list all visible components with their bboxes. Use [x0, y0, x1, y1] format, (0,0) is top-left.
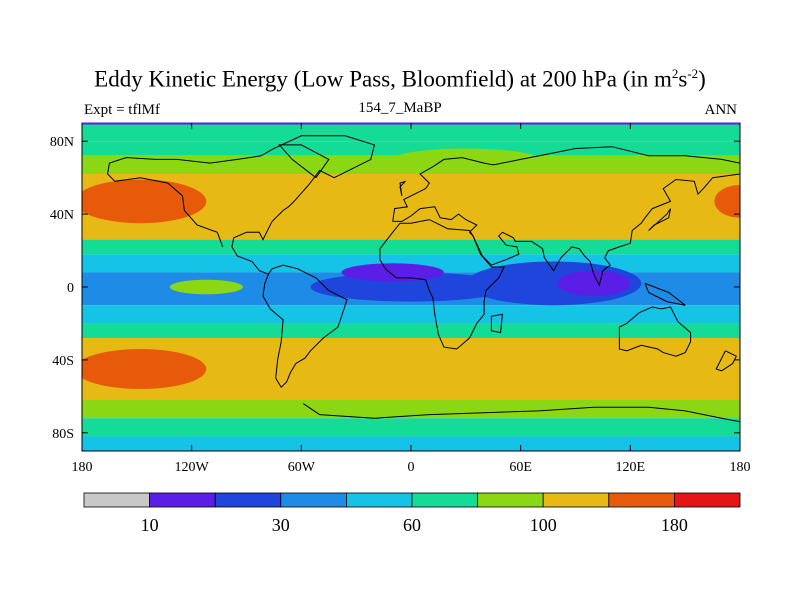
- coastline-2: [392, 146, 740, 222]
- coastline-0: [107, 135, 375, 275]
- contour-region-2: [82, 348, 207, 390]
- coastline-11: [399, 180, 406, 197]
- colorbar-swatch-4: [345, 492, 413, 508]
- colorbar: 10 30 60 100 180: [83, 492, 741, 535]
- contour-band-11: [82, 418, 740, 437]
- y-tick-label-4: 80S: [52, 427, 74, 442]
- colorbar-swatch-2: [214, 492, 282, 508]
- colorbar-swatch-1: [149, 492, 216, 508]
- contour-region-7: [169, 279, 243, 295]
- coastline-7: [715, 350, 737, 372]
- y-axis: 80N 40N 0 40S 80S: [50, 135, 740, 442]
- contour-band-10: [82, 399, 740, 419]
- contour-region-8: [392, 148, 539, 171]
- colorbar-label-1: 30: [272, 515, 290, 535]
- x-tick-label-4: 60E: [509, 460, 532, 475]
- coastline-6: [302, 403, 740, 423]
- x-tick-label-3: 0: [408, 460, 415, 475]
- contour-band-12: [82, 436, 740, 451]
- contour-field: [82, 123, 740, 451]
- colorbar-label-2: 60: [403, 515, 421, 535]
- x-tick-label-0: 180: [72, 460, 93, 475]
- colorbar-swatch-6: [477, 492, 544, 508]
- chart-title: Eddy Kinetic Energy (Low Pass, Bloomfiel…: [94, 66, 706, 92]
- y-tick-label-2: 0: [67, 281, 74, 296]
- contour-region-3: [310, 272, 512, 302]
- colorbar-label-4: 180: [661, 515, 688, 535]
- contour-band-4: [82, 239, 740, 255]
- contour-region-1: [714, 184, 740, 218]
- season-label: ANN: [704, 102, 738, 118]
- colorbar-swatch-9: [674, 492, 741, 508]
- coastline-12: [648, 208, 671, 231]
- case-label: 154_7_MaBP: [358, 100, 442, 116]
- coastline-4: [379, 219, 506, 350]
- x-tick-label-5: 120E: [616, 460, 646, 475]
- coastline-9: [490, 313, 503, 334]
- x-tick-label-1: 120W: [175, 460, 210, 475]
- contour-band-7: [82, 305, 740, 324]
- y-tick-label-0: 80N: [50, 135, 74, 150]
- colorbar-swatch-3: [280, 492, 347, 508]
- colorbar-label-3: 100: [530, 515, 557, 535]
- contour-region-6: [557, 270, 631, 297]
- colorbar-swatch-5: [411, 492, 478, 508]
- coastline-8: [644, 282, 686, 306]
- experiment-label: Expt = tflMf: [84, 102, 160, 118]
- contour-region-0: [82, 179, 207, 224]
- coastline-5: [618, 306, 692, 357]
- x-tick-label-6: 180: [730, 460, 751, 475]
- contour-region-4: [341, 263, 444, 282]
- colorbar-swatch-8: [608, 492, 675, 508]
- colorbar-label-0: 10: [141, 515, 159, 535]
- coastline-3: [392, 173, 740, 287]
- colorbar-swatch-0: [83, 492, 150, 508]
- x-tick-label-2: 60W: [288, 460, 316, 475]
- coastlines: [107, 135, 740, 423]
- contour-band-0: [82, 123, 740, 142]
- y-tick-label-1: 40N: [50, 208, 74, 223]
- y-tick-label-3: 40S: [52, 354, 74, 369]
- coastline-10: [278, 144, 330, 179]
- contour-band-8: [82, 323, 740, 339]
- x-axis: 180 120W 60W 0 60E 120E 180: [72, 123, 751, 475]
- contour-band-1: [82, 141, 740, 156]
- coastline-1: [262, 264, 348, 388]
- colorbar-swatch-7: [542, 492, 610, 508]
